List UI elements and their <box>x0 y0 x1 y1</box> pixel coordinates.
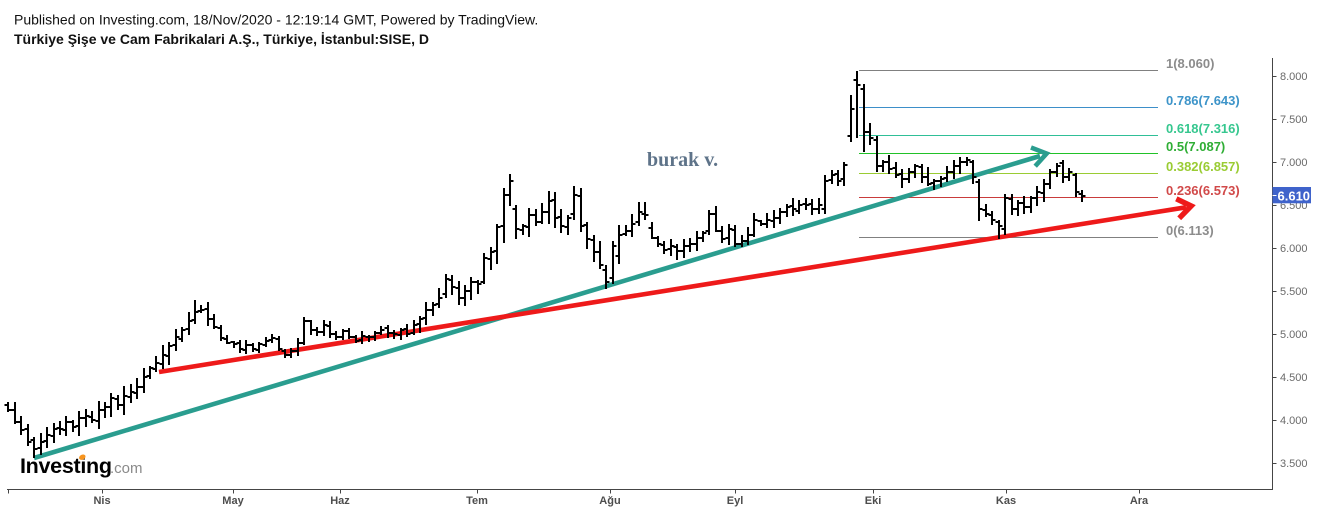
svg-text:0.236(6.573): 0.236(6.573) <box>1166 183 1240 198</box>
svg-text:7.500: 7.500 <box>1280 114 1308 126</box>
svg-text:Tem: Tem <box>466 495 488 507</box>
svg-text:Ara: Ara <box>1130 495 1149 507</box>
svg-text:Published on Investing.com, 18: Published on Investing.com, 18/Nov/2020 … <box>14 12 538 28</box>
svg-text:0(6.113): 0(6.113) <box>1166 223 1214 238</box>
svg-text:Nis: Nis <box>93 495 110 507</box>
svg-text:May: May <box>222 495 244 507</box>
svg-text:Eki: Eki <box>865 495 882 507</box>
svg-text:6.610: 6.610 <box>1278 188 1311 203</box>
svg-text:4.500: 4.500 <box>1280 372 1308 384</box>
svg-text:8.000: 8.000 <box>1280 71 1308 83</box>
svg-text:Investing: Investing <box>20 454 112 478</box>
svg-text:4.000: 4.000 <box>1280 415 1308 427</box>
svg-text:Türkiye Şişe ve Cam Fabrikalar: Türkiye Şişe ve Cam Fabrikalari A.Ş., Tü… <box>14 31 429 47</box>
svg-text:5.000: 5.000 <box>1280 329 1308 341</box>
svg-text:1(8.060): 1(8.060) <box>1166 56 1214 71</box>
svg-text:0.382(6.857): 0.382(6.857) <box>1166 159 1240 174</box>
svg-text:6.000: 6.000 <box>1280 243 1308 255</box>
svg-text:Haz: Haz <box>330 495 350 507</box>
svg-text:7.000: 7.000 <box>1280 157 1308 169</box>
svg-text:0.786(7.643): 0.786(7.643) <box>1166 93 1240 108</box>
svg-text:0.5(7.087): 0.5(7.087) <box>1166 139 1225 154</box>
svg-text:.com: .com <box>110 460 143 477</box>
svg-text:Kas: Kas <box>996 495 1016 507</box>
svg-text:Eyl: Eyl <box>727 495 744 507</box>
svg-text:3.500: 3.500 <box>1280 458 1308 470</box>
svg-text:5.500: 5.500 <box>1280 286 1308 298</box>
svg-text:0.618(7.316): 0.618(7.316) <box>1166 121 1240 136</box>
svg-text:burak v.: burak v. <box>647 149 718 171</box>
svg-text:Ağu: Ağu <box>599 495 620 507</box>
